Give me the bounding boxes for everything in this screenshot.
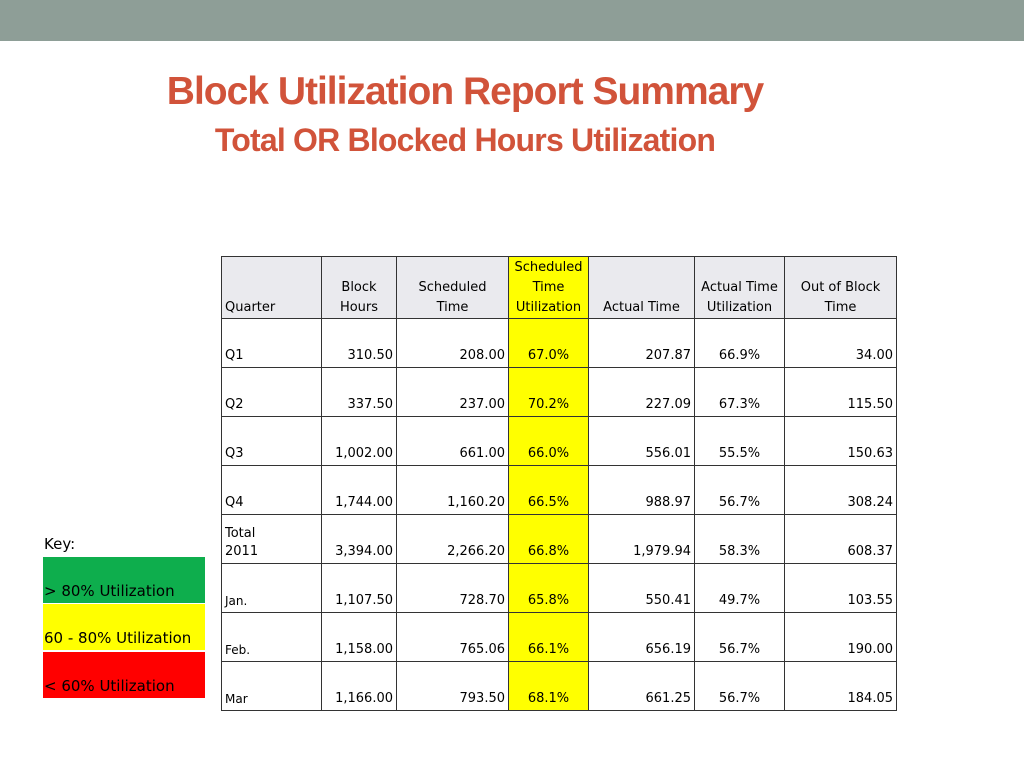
cell-actual-time: 661.25 (588, 661, 695, 711)
cell-actual-time: 227.09 (588, 367, 695, 417)
cell-block-hours: 1,002.00 (321, 416, 397, 466)
cell-actual-time: 988.97 (588, 465, 695, 515)
cell-out-of-block-time: 308.24 (784, 465, 897, 515)
table-row: Jan. 1,107.50 728.70 65.8% 550.41 49.7% … (221, 563, 897, 613)
cell-out-of-block-time: 103.55 (784, 563, 897, 613)
cell-actual-time: 550.41 (588, 563, 695, 613)
header-block-hours: Block Hours (321, 256, 397, 319)
cell-scheduled-time: 237.00 (396, 367, 509, 417)
cell-out-of-block-time: 190.00 (784, 612, 897, 662)
cell-actual-utilization: 58.3% (694, 514, 785, 564)
cell-scheduled-time: 208.00 (396, 318, 509, 368)
key-red-label: < 60% Utilization (44, 677, 175, 695)
key-red-swatch: < 60% Utilization (43, 652, 205, 698)
table-row: Q2 337.50 237.00 70.2% 227.09 67.3% 115.… (221, 367, 897, 417)
cell-quarter: Jan. (221, 563, 322, 613)
table-header-row: Quarter Block Hours Scheduled Time Schedul… (221, 256, 897, 319)
header-scheduled-time: Scheduled Time (396, 256, 509, 319)
cell-block-hours: 1,744.00 (321, 465, 397, 515)
table-row: Mar 1,166.00 793.50 68.1% 661.25 56.7% 1… (221, 661, 897, 711)
cell-actual-time: 556.01 (588, 416, 695, 466)
header-quarter: Quarter (221, 256, 322, 319)
cell-actual-utilization: 56.7% (694, 661, 785, 711)
table-row: Q1 310.50 208.00 67.0% 207.87 66.9% 34.0… (221, 318, 897, 368)
header-actual-time: Actual Time (588, 256, 695, 319)
cell-quarter: Q2 (221, 367, 322, 417)
key-green-swatch: > 80% Utilization (43, 557, 205, 603)
cell-quarter: Q1 (221, 318, 322, 368)
cell-actual-utilization: 49.7% (694, 563, 785, 613)
cell-scheduled-time: 793.50 (396, 661, 509, 711)
cell-quarter: Mar (221, 661, 322, 711)
cell-block-hours: 310.50 (321, 318, 397, 368)
cell-actual-time: 207.87 (588, 318, 695, 368)
cell-scheduled-utilization: 68.1% (508, 661, 589, 711)
cell-block-hours: 337.50 (321, 367, 397, 417)
cell-actual-utilization: 67.3% (694, 367, 785, 417)
header-out-of-block-time: Out of Block Time (784, 256, 897, 319)
cell-scheduled-utilization: 70.2% (508, 367, 589, 417)
header-scheduled-time-utilization: Scheduled Time Utilization (508, 256, 589, 319)
cell-block-hours: 1,107.50 (321, 563, 397, 613)
key-yellow-swatch: 60 - 80% Utilization (43, 604, 205, 650)
cell-scheduled-time: 2,266.20 (396, 514, 509, 564)
cell-scheduled-utilization: 67.0% (508, 318, 589, 368)
key-green-label: > 80% Utilization (44, 582, 175, 600)
cell-block-hours: 1,166.00 (321, 661, 397, 711)
cell-scheduled-utilization: 66.5% (508, 465, 589, 515)
cell-scheduled-utilization: 66.8% (508, 514, 589, 564)
cell-actual-time: 656.19 (588, 612, 695, 662)
cell-quarter: Q4 (221, 465, 322, 515)
slide-title: Block Utilization Report Summary (166, 70, 764, 113)
utilization-table: Quarter Block Hours Scheduled Time Schedul… (221, 256, 897, 711)
header-actual-time-utilization: Actual Time Utilization (694, 256, 785, 319)
cell-scheduled-utilization: 66.1% (508, 612, 589, 662)
cell-scheduled-utilization: 66.0% (508, 416, 589, 466)
table-row: Q3 1,002.00 661.00 66.0% 556.01 55.5% 15… (221, 416, 897, 466)
cell-out-of-block-time: 34.00 (784, 318, 897, 368)
cell-actual-time: 1,979.94 (588, 514, 695, 564)
cell-scheduled-utilization: 65.8% (508, 563, 589, 613)
key-label: Key: (44, 535, 76, 553)
top-banner-bar (0, 0, 1024, 41)
cell-out-of-block-time: 184.05 (784, 661, 897, 711)
cell-out-of-block-time: 115.50 (784, 367, 897, 417)
cell-scheduled-time: 728.70 (396, 563, 509, 613)
table-row: Feb. 1,158.00 765.06 66.1% 656.19 56.7% … (221, 612, 897, 662)
key-yellow-label: 60 - 80% Utilization (44, 629, 192, 647)
cell-quarter: Feb. (221, 612, 322, 662)
cell-out-of-block-time: 150.63 (784, 416, 897, 466)
cell-actual-utilization: 56.7% (694, 612, 785, 662)
cell-actual-utilization: 55.5% (694, 416, 785, 466)
slide-subtitle: Total OR Blocked Hours Utilization (214, 122, 716, 158)
cell-block-hours: 1,158.00 (321, 612, 397, 662)
cell-quarter: Total 2011 (221, 514, 322, 564)
cell-block-hours: 3,394.00 (321, 514, 397, 564)
table-row: Q4 1,744.00 1,160.20 66.5% 988.97 56.7% … (221, 465, 897, 515)
cell-actual-utilization: 66.9% (694, 318, 785, 368)
cell-actual-utilization: 56.7% (694, 465, 785, 515)
cell-scheduled-time: 765.06 (396, 612, 509, 662)
cell-scheduled-time: 1,160.20 (396, 465, 509, 515)
cell-quarter: Q3 (221, 416, 322, 466)
cell-scheduled-time: 661.00 (396, 416, 509, 466)
table-row-total: Total 2011 3,394.00 2,266.20 66.8% 1,979.… (221, 514, 897, 564)
cell-out-of-block-time: 608.37 (784, 514, 897, 564)
